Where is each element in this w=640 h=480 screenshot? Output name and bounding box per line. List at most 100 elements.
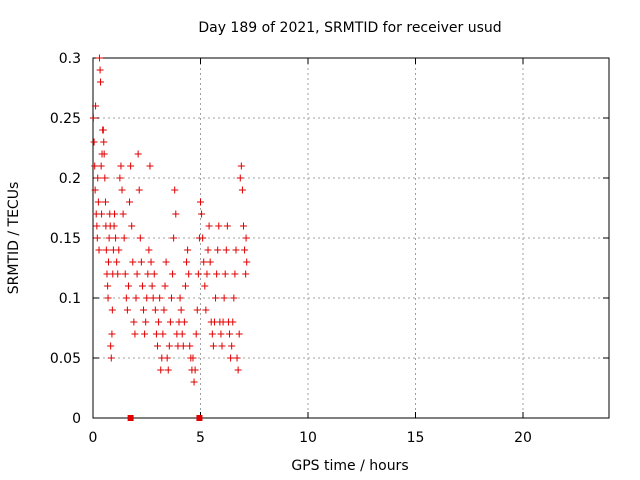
y-tick-label: 0 bbox=[72, 411, 81, 427]
data-point bbox=[89, 114, 97, 122]
data-point bbox=[208, 330, 216, 338]
data-point bbox=[148, 282, 156, 290]
data-point bbox=[101, 174, 109, 182]
data-point bbox=[163, 354, 171, 362]
x-axis-label: GPS time / hours bbox=[291, 458, 408, 474]
data-point bbox=[107, 354, 115, 362]
data-point bbox=[155, 318, 163, 326]
data-point bbox=[167, 294, 175, 302]
data-point bbox=[135, 186, 143, 194]
data-point bbox=[98, 210, 106, 218]
zero-data-point bbox=[127, 415, 134, 421]
data-point bbox=[96, 66, 104, 74]
data-point bbox=[117, 162, 125, 170]
data-point bbox=[242, 234, 250, 242]
data-point bbox=[176, 294, 184, 302]
data-point bbox=[108, 306, 116, 314]
data-point bbox=[118, 186, 126, 194]
data-point bbox=[136, 234, 144, 242]
data-point bbox=[127, 162, 135, 170]
data-point bbox=[185, 270, 193, 278]
data-point bbox=[229, 318, 237, 326]
data-point bbox=[165, 342, 173, 350]
data-point bbox=[166, 318, 174, 326]
x-tick-label: 5 bbox=[196, 430, 205, 446]
data-point bbox=[213, 270, 221, 278]
data-point bbox=[145, 246, 153, 254]
data-point bbox=[151, 306, 159, 314]
data-point bbox=[160, 306, 168, 314]
data-point bbox=[93, 222, 101, 230]
data-point bbox=[150, 270, 158, 278]
data-point bbox=[215, 222, 223, 230]
y-tick-labels: 0 0.05 0.1 0.15 0.2 0.25 0.3 bbox=[50, 51, 81, 427]
data-point bbox=[238, 186, 246, 194]
data-point bbox=[142, 318, 150, 326]
data-point bbox=[222, 246, 230, 254]
plot-frame bbox=[92, 57, 610, 419]
data-point bbox=[192, 330, 200, 338]
data-point bbox=[177, 306, 185, 314]
data-point bbox=[94, 198, 102, 206]
data-point bbox=[189, 354, 197, 362]
x-tick-label: 15 bbox=[407, 430, 425, 446]
data-point bbox=[223, 222, 231, 230]
data-point bbox=[181, 282, 189, 290]
data-point bbox=[124, 282, 132, 290]
data-point bbox=[126, 198, 134, 206]
zero-data-point bbox=[196, 415, 203, 421]
data-point bbox=[240, 222, 247, 230]
data-point bbox=[209, 342, 217, 350]
data-point bbox=[105, 234, 113, 242]
data-point bbox=[199, 234, 207, 242]
data-point bbox=[156, 294, 164, 302]
data-point bbox=[119, 210, 127, 218]
data-point bbox=[217, 330, 225, 338]
data-point bbox=[220, 294, 228, 302]
data-point bbox=[232, 246, 240, 254]
data-point bbox=[138, 282, 146, 290]
data-point bbox=[227, 354, 235, 362]
data-point bbox=[231, 270, 239, 278]
data-point bbox=[100, 150, 108, 158]
data-point bbox=[97, 162, 105, 170]
data-point bbox=[132, 294, 140, 302]
data-point bbox=[237, 162, 245, 170]
chart-title: Day 189 of 2021, SRMTID for receiver usu… bbox=[198, 20, 501, 36]
data-point bbox=[159, 330, 167, 338]
data-point bbox=[100, 138, 108, 146]
data-point bbox=[97, 78, 105, 86]
data-point bbox=[228, 342, 236, 350]
data-point bbox=[147, 258, 155, 266]
data-point bbox=[191, 366, 199, 374]
x-tick-label: 0 bbox=[89, 430, 98, 446]
y-tick-label: 0.2 bbox=[59, 171, 81, 187]
data-point bbox=[94, 174, 102, 182]
data-point bbox=[130, 318, 138, 326]
data-point bbox=[154, 342, 161, 350]
data-point bbox=[113, 258, 121, 266]
data-point bbox=[91, 186, 99, 194]
data-point bbox=[164, 366, 172, 374]
data-point bbox=[146, 162, 154, 170]
data-point bbox=[218, 342, 226, 350]
x-tick-label: 10 bbox=[299, 430, 317, 446]
data-point bbox=[214, 246, 222, 254]
data-point bbox=[162, 258, 170, 266]
data-point bbox=[190, 378, 198, 386]
data-point bbox=[186, 342, 194, 350]
data-point bbox=[102, 246, 110, 254]
data-point bbox=[206, 258, 214, 266]
data-point bbox=[180, 318, 188, 326]
data-point bbox=[230, 294, 238, 302]
data-point bbox=[133, 270, 141, 278]
data-point bbox=[108, 330, 116, 338]
data-point bbox=[157, 366, 165, 374]
data-point bbox=[201, 282, 209, 290]
data-point bbox=[221, 270, 229, 278]
data-point bbox=[115, 246, 123, 254]
data-point bbox=[234, 366, 242, 374]
data-point bbox=[120, 234, 128, 242]
data-point bbox=[99, 126, 107, 134]
data-point bbox=[128, 222, 136, 230]
